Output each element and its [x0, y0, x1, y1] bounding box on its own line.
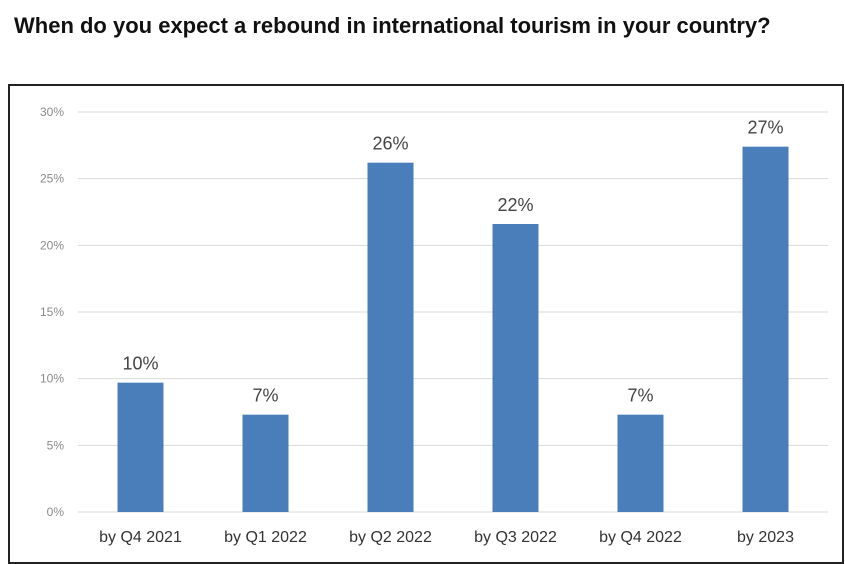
y-tick-label: 25%	[40, 172, 64, 186]
y-tick-label: 0%	[47, 505, 65, 519]
y-tick-label: 20%	[40, 238, 64, 252]
x-category-label: by Q4 2021	[99, 529, 182, 546]
y-tick-label: 30%	[40, 105, 64, 119]
bar-data-label: 26%	[372, 134, 408, 154]
chart-title: When do you expect a rebound in internat…	[14, 13, 771, 38]
x-category-label: by Q1 2022	[224, 529, 307, 546]
bar-data-label: 7%	[252, 386, 278, 406]
x-axis-categories: by Q4 2021 by Q1 2022 by Q2 2022 by Q3 2022…	[99, 529, 794, 546]
bar-data-label: 10%	[122, 354, 158, 374]
x-category-label: by Q4 2022	[599, 529, 682, 546]
bar	[617, 414, 664, 512]
bar	[117, 382, 164, 512]
bar-data-label: 27%	[747, 118, 783, 138]
y-tick-label: 5%	[47, 438, 65, 452]
bar	[492, 224, 539, 512]
data-labels: 10% 7% 26% 22% 7% 27%	[122, 118, 783, 406]
x-category-label: by Q3 2022	[474, 529, 557, 546]
gridlines	[78, 111, 828, 513]
bars	[117, 146, 789, 512]
bar	[742, 146, 789, 512]
x-category-label: by Q2 2022	[349, 529, 432, 546]
bar	[367, 162, 414, 512]
y-tick-label: 15%	[40, 305, 64, 319]
x-category-label: by 2023	[737, 529, 794, 546]
y-axis-ticks: 0% 5% 10% 15% 20% 25% 30%	[40, 105, 64, 519]
bar-data-label: 22%	[497, 195, 533, 215]
bar-data-label: 7%	[627, 386, 653, 406]
y-tick-label: 10%	[40, 372, 64, 386]
bar	[242, 414, 289, 512]
